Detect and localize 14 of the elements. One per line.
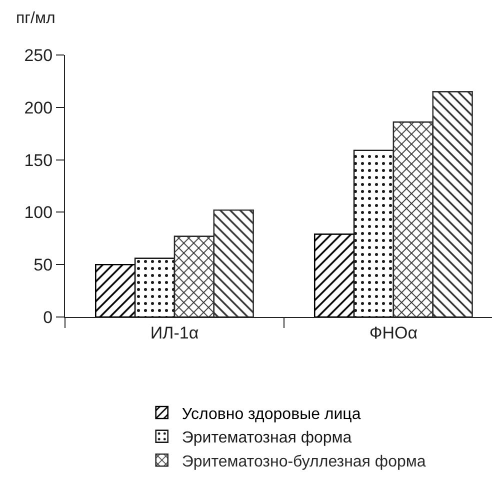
x-tick-label: ФНОα	[369, 323, 418, 342]
text: Эритематозно-буллезная форма	[182, 453, 426, 470]
y-tick-label: 50	[34, 256, 53, 275]
bar	[314, 234, 355, 317]
bar	[95, 264, 136, 317]
y-tick-label: 250	[24, 46, 53, 65]
y-axis-title: пг/мл	[16, 10, 56, 27]
y-tick-label: 150	[24, 150, 53, 170]
x-tick-label: ИЛ-1α	[150, 323, 199, 342]
y-tick-label: 100	[24, 203, 53, 222]
y-tick-label: 200	[24, 98, 53, 118]
y-tick-label: 0	[43, 308, 53, 327]
text: Эритематозная форма	[182, 430, 352, 447]
text: Условно здоровые лица	[182, 406, 361, 423]
